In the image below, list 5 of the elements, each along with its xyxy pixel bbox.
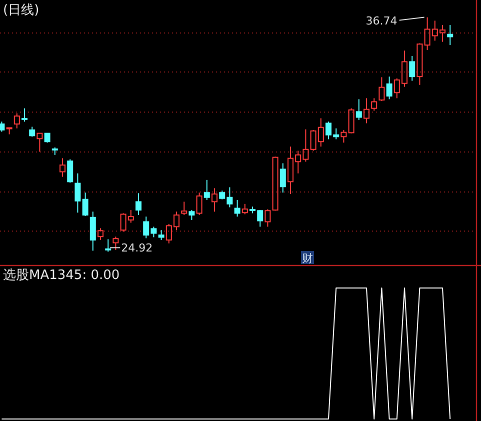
text: 财 (302, 252, 313, 265)
chart-title: 选股MA1345: 0.00 (3, 268, 120, 283)
annotation: 24.92 (121, 242, 153, 255)
annotation: 36.74 (366, 14, 398, 28)
chart-title: (日线) (3, 3, 40, 18)
